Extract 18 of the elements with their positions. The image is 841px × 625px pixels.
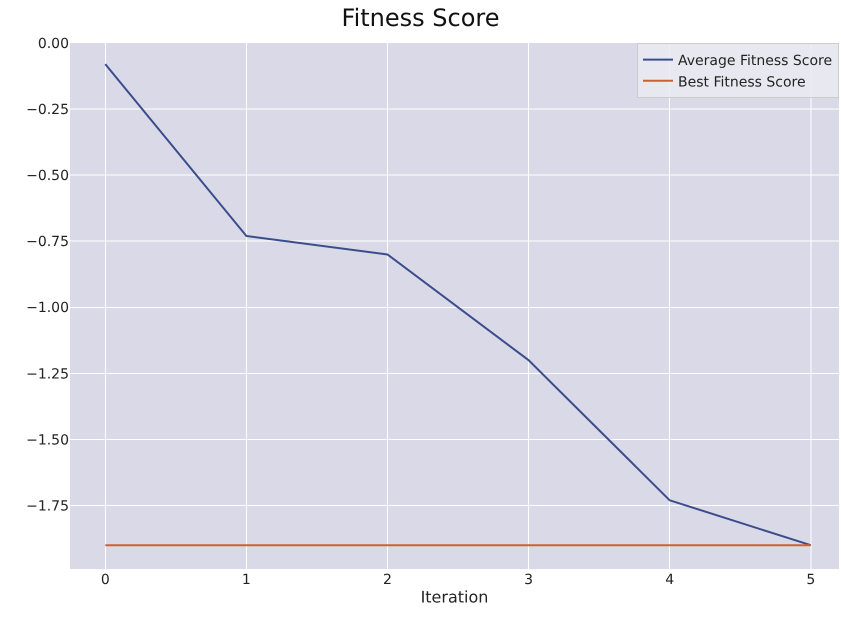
y-tick-label: −1.75 [26, 498, 69, 514]
y-tick-label: 0.00 [38, 36, 69, 52]
y-tick-label: −0.75 [26, 234, 69, 250]
chart-title: Fitness Score [342, 4, 500, 32]
legend-label: Average Fitness Score [678, 53, 832, 70]
legend-label: Best Fitness Score [678, 74, 806, 90]
x-axis-title: Iteration [420, 588, 488, 607]
x-tick-label: 3 [524, 572, 534, 588]
x-tick-label: 5 [806, 572, 816, 588]
y-tick-label: −0.25 [26, 102, 69, 118]
x-tick-label: 0 [100, 572, 110, 588]
y-tick-label: −1.00 [26, 300, 69, 316]
y-tick-label: −0.50 [26, 168, 69, 184]
x-tick-label: 1 [242, 572, 251, 588]
y-tick-label: −1.50 [26, 432, 69, 448]
y-tick-label: −1.25 [26, 366, 69, 382]
x-tick-label: 4 [665, 572, 674, 588]
x-tick-label: 2 [383, 572, 392, 588]
